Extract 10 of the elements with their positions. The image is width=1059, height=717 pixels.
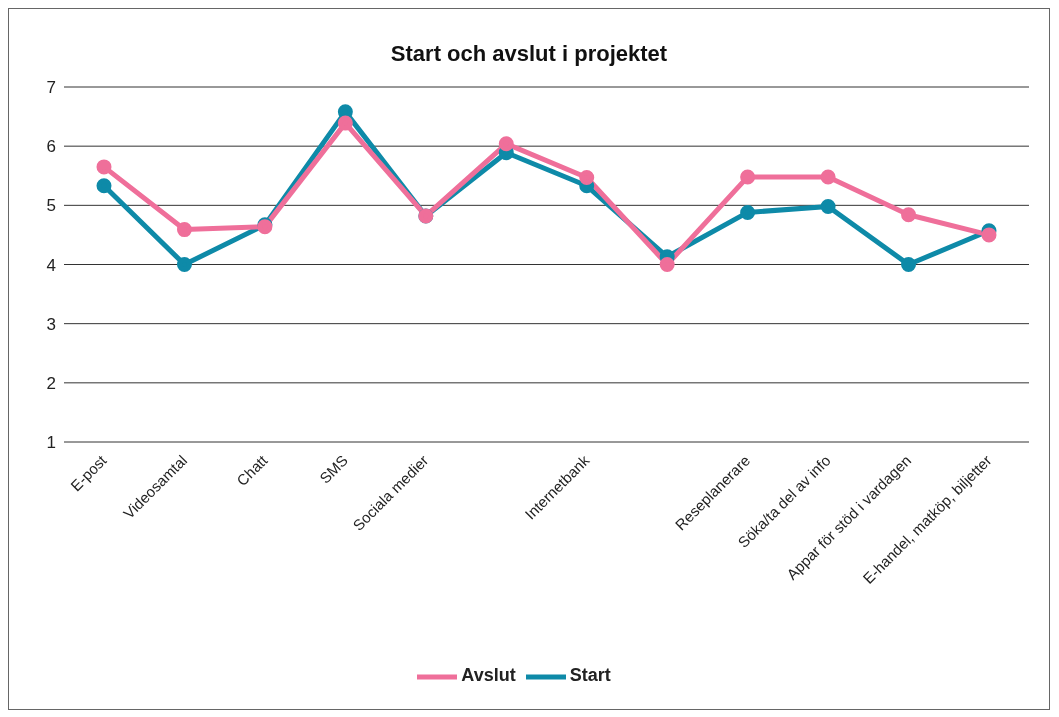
y-tick-label: 6 xyxy=(46,137,56,157)
y-tick-label: 5 xyxy=(46,196,56,216)
y-tick-label: 4 xyxy=(46,255,56,275)
y-tick-label: 1 xyxy=(46,433,56,453)
y-tick-label: 3 xyxy=(46,314,56,334)
y-tick-label: 2 xyxy=(46,373,56,393)
legend-label: Start xyxy=(569,665,611,686)
chart-title: Start och avslut i projektet xyxy=(389,41,669,67)
y-tick-label: 7 xyxy=(46,78,56,98)
legend-label: Avslut xyxy=(461,665,516,686)
